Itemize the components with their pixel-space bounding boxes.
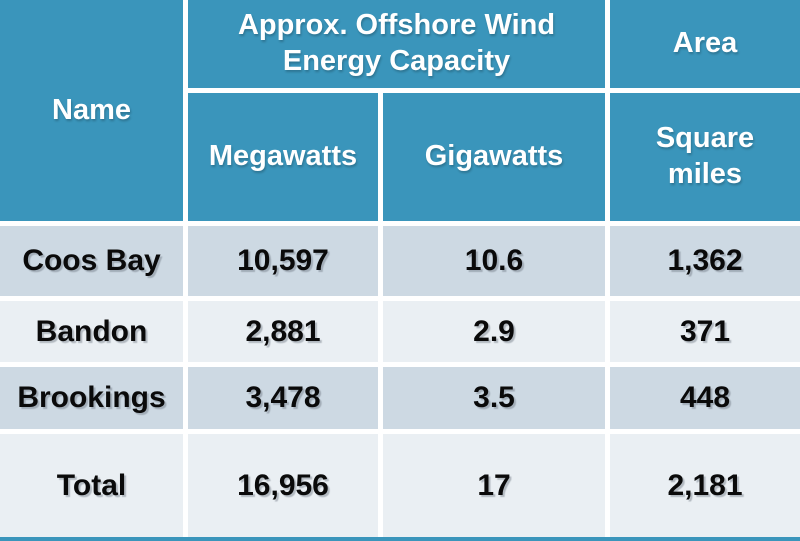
header-name: Name: [0, 0, 183, 221]
cell-square-miles-bandon: 371: [610, 301, 800, 362]
col-header-square-miles: Square miles: [610, 93, 800, 221]
col-header-megawatts: Megawatts: [188, 93, 378, 221]
cell-name-brookings: Brookings: [0, 367, 183, 429]
cell-megawatts-brookings: 3,478: [188, 367, 378, 429]
cell-gigawatts-bandon: 2.9: [383, 301, 605, 362]
cell-gigawatts-brookings: 3.5: [383, 367, 605, 429]
header-area-group: Area: [610, 0, 800, 88]
col-header-gigawatts: Gigawatts: [383, 93, 605, 221]
cell-name-total: Total: [0, 434, 183, 537]
cell-square-miles-brookings: 448: [610, 367, 800, 429]
cell-square-miles-total: 2,181: [610, 434, 800, 537]
cell-megawatts-bandon: 2,881: [188, 301, 378, 362]
table-bottom-border: [0, 537, 800, 541]
cell-square-miles-coos-bay: 1,362: [610, 226, 800, 296]
col-header-square-miles-label: Square miles: [655, 122, 755, 190]
cell-name-bandon: Bandon: [0, 301, 183, 362]
header-capacity-group-label: Approx. Offshore Wind Energy Capacity: [237, 9, 556, 77]
col-header-gigawatts-label: Gigawatts: [424, 140, 564, 173]
header-capacity-group: Approx. Offshore Wind Energy Capacity: [188, 0, 605, 88]
header-area-group-label: Area: [672, 27, 738, 60]
cell-megawatts-coos-bay: 10,597: [188, 226, 378, 296]
cell-name-coos-bay: Coos Bay: [0, 226, 183, 296]
header-name-label: Name: [52, 93, 131, 126]
col-header-megawatts-label: Megawatts: [208, 140, 358, 173]
cell-megawatts-total: 16,956: [188, 434, 378, 537]
cell-gigawatts-coos-bay: 10.6: [383, 226, 605, 296]
cell-gigawatts-total: 17: [383, 434, 605, 537]
